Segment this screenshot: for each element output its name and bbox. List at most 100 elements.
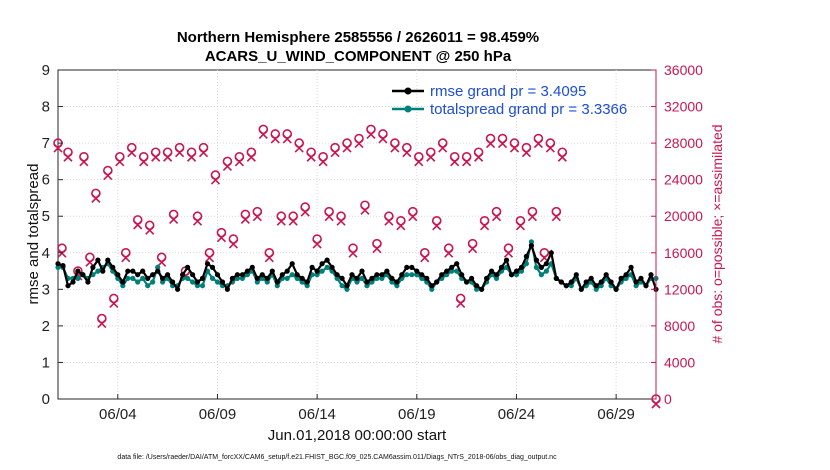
rmse-point: [434, 279, 440, 285]
totalspread-point: [209, 275, 216, 281]
x-tick-label: 06/29: [597, 406, 635, 423]
obs-assimilated-marker: [157, 257, 167, 267]
totalspread-point: [259, 275, 265, 281]
rmse-point: [155, 268, 161, 274]
totalspread-point: [598, 283, 604, 289]
obs-assimilated-marker: [545, 143, 555, 153]
rmse-point: [259, 272, 265, 278]
y-right-tick-label: 8000: [664, 318, 695, 334]
rmse-point: [249, 264, 255, 270]
rmse-point: [135, 272, 141, 278]
obs-assimilated-marker: [276, 216, 286, 226]
totalspread-point: [414, 272, 420, 278]
totalspread-point: [404, 272, 410, 278]
totalspread-point: [294, 275, 300, 281]
x-tick-label: 06/04: [99, 406, 137, 423]
obs-assimilated-marker: [318, 157, 328, 167]
x-tick-label: 06/19: [398, 406, 436, 423]
rmse-point: [209, 264, 216, 270]
rmse-point: [623, 272, 629, 278]
obs-assimilated-marker: [468, 244, 478, 254]
rmse-point: [314, 268, 320, 274]
obs-assimilated-marker: [438, 143, 448, 153]
rmse-point: [518, 264, 525, 270]
rmse-point: [224, 286, 230, 292]
rmse-point: [508, 272, 515, 278]
rmse-point: [175, 286, 181, 292]
y-axis-left-ticks: 0 1 2 3 4 5 6 7 8 9: [42, 62, 63, 408]
totalspread-point: [239, 275, 245, 281]
rmse-point: [349, 272, 355, 278]
rmse-point: [105, 257, 111, 263]
obs-assimilated-marker: [234, 157, 244, 167]
x-axis-ticks: 06/04 06/09 06/14 06/19 06/24 06/29: [99, 394, 635, 423]
obs-assimilated-marker: [192, 216, 203, 226]
totalspread-point: [444, 272, 450, 278]
rmse-point: [145, 275, 151, 281]
rmse-point: [489, 268, 495, 274]
plot-area: [57, 69, 657, 400]
rmse-point: [319, 261, 325, 267]
totalspread-point: [299, 279, 305, 285]
rmse-point: [359, 268, 365, 274]
rmse-point: [55, 261, 61, 267]
totalspread-point: [145, 283, 151, 289]
totalspread-point: [120, 283, 126, 289]
chart-title-line2: ACARS_U_WIND_COMPONENT @ 250 hPa: [205, 48, 512, 65]
totalspread-point: [125, 275, 131, 281]
totalspread-point: [419, 275, 425, 281]
rmse-point: [244, 268, 250, 274]
obs-assimilated-marker: [390, 143, 400, 153]
y-left-tick-label: 8: [42, 99, 50, 116]
obs-assimilated-marker: [264, 253, 274, 263]
totalspread-point: [334, 275, 340, 281]
obs-assimilated-marker: [228, 239, 238, 249]
totalspread-point: [339, 283, 345, 289]
rmse-point: [399, 272, 405, 278]
rmse-point: [180, 272, 186, 278]
obs-assimilated-marker: [551, 212, 561, 222]
totalspread-point: [354, 279, 360, 285]
obs-assimilated-marker: [145, 225, 155, 235]
rmse-point: [643, 283, 649, 289]
rmse-point: [394, 279, 400, 285]
legend-rmse-label: rmse grand pr = 3.4095: [430, 83, 586, 100]
totalspread-point: [95, 268, 101, 274]
rmse-point: [479, 286, 485, 292]
rmse-point: [339, 275, 345, 281]
rmse-point: [379, 272, 385, 278]
rmse-point: [533, 257, 540, 263]
totalspread-point: [319, 268, 325, 274]
obs-assimilated-marker: [222, 161, 232, 171]
rmse-point: [459, 272, 465, 278]
rmse-point: [279, 272, 285, 278]
totalspread-point: [543, 268, 550, 274]
rmse-point: [538, 264, 545, 270]
totalspread-point: [185, 275, 191, 281]
rmse-point: [60, 263, 66, 269]
obs-assimilated-marker: [336, 216, 346, 226]
obs-assimilated-marker: [360, 205, 370, 215]
totalspread-point: [75, 275, 81, 281]
rmse-point: [444, 268, 450, 274]
rmse-point: [185, 264, 191, 270]
obs-assimilated-marker: [294, 143, 304, 153]
totalspread-point: [523, 261, 530, 267]
obs-assimilated-marker: [198, 148, 209, 158]
rmse-point: [354, 275, 360, 281]
rmse-point: [424, 275, 430, 281]
totalspread-point: [454, 268, 460, 274]
totalspread-point: [528, 239, 535, 245]
rmse-point: [558, 279, 564, 285]
rmse-point: [214, 272, 221, 278]
rmse-point: [289, 261, 295, 267]
obs-assimilated-marker: [480, 221, 490, 231]
totalspread-point: [389, 279, 395, 285]
rmse-point: [638, 275, 644, 281]
rmse-point: [329, 264, 335, 270]
obs-assimilated-marker: [420, 253, 430, 263]
obs-assimilated-marker: [557, 152, 567, 162]
y-left-tick-label: 5: [42, 208, 50, 225]
x-tick-label: 06/09: [199, 406, 237, 423]
